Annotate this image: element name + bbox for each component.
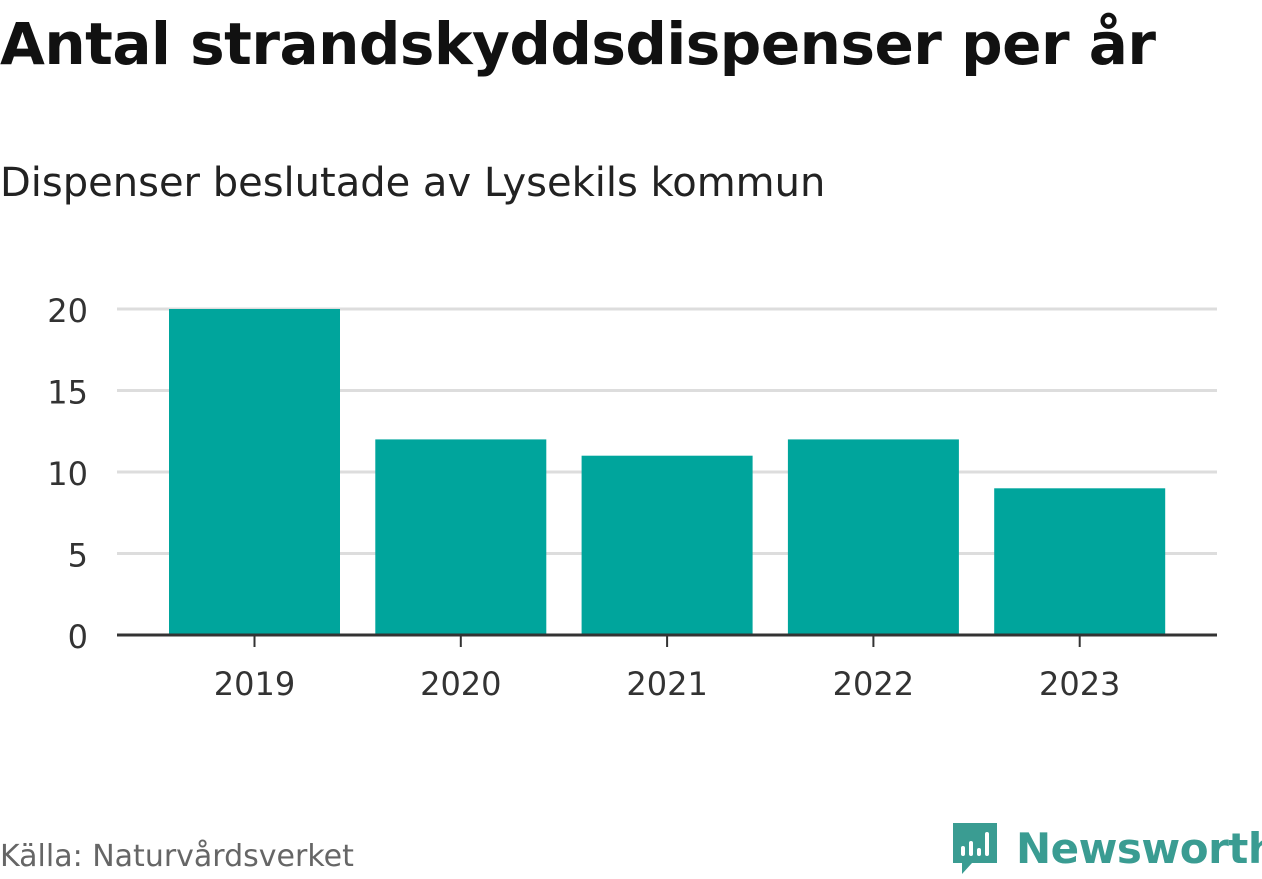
bar-2022 [787,439,959,635]
y-tick-label: 15 [47,374,88,412]
bar-2021 [581,455,753,635]
y-tick-label: 0 [68,618,88,656]
bar-2019 [169,309,340,635]
chart-subtitle: Dispenser beslutade av Lysekils kommun [0,160,826,206]
x-tick-label: 2020 [420,665,501,703]
source-note: Källa: Naturvårdsverket [0,839,354,874]
chart-title: Antal strandskyddsdispenser per år [0,10,1156,78]
x-tick-label: 2022 [833,665,914,703]
newsworthy-logo-icon [953,823,997,874]
y-tick-label: 5 [68,537,88,575]
brand-logo: Newsworthy [950,820,1262,876]
y-tick-label: 20 [47,292,88,330]
x-tick-label: 2021 [626,665,707,703]
x-tick-label: 2019 [214,665,295,703]
bar-chart: 0 5 10 15 20 2019 2020 2021 2022 2023 [47,292,1217,703]
bar-2020 [375,439,547,635]
bar-2023 [994,488,1166,635]
x-tick-label: 2023 [1039,665,1120,703]
brand-name: Newsworthy [1016,823,1262,873]
y-tick-label: 10 [47,455,88,493]
